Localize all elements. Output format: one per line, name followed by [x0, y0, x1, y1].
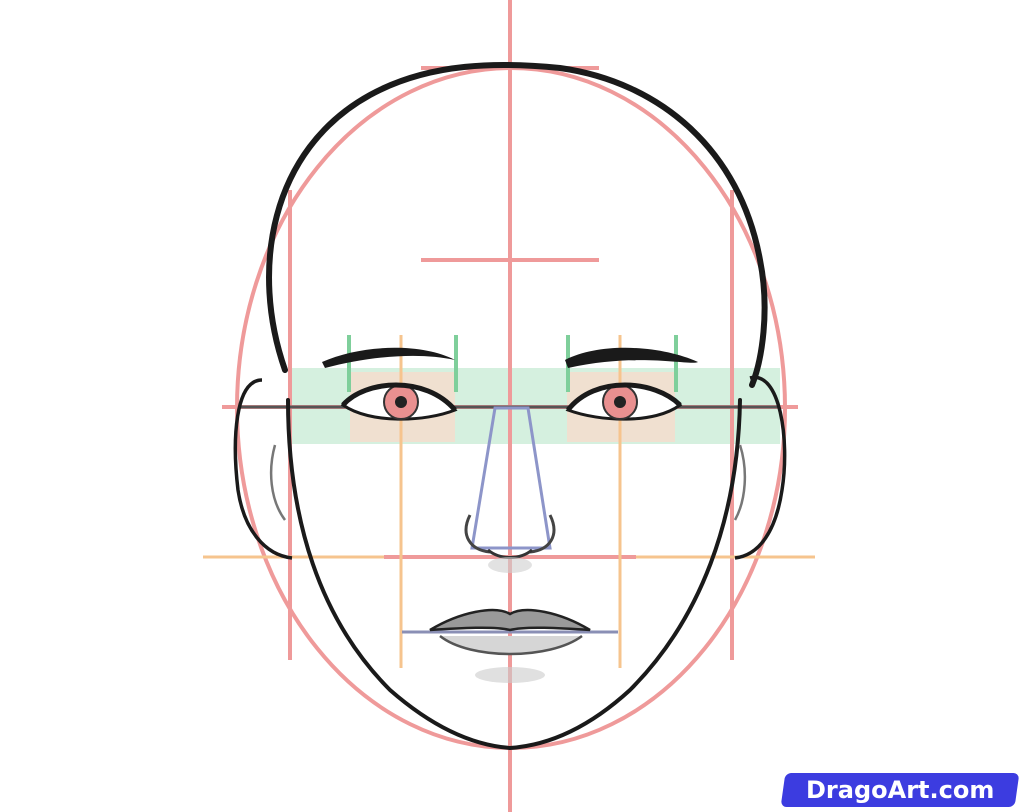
left-eye [340, 382, 458, 421]
watermark-text: DragoArt.com [805, 776, 995, 804]
brow-guides [347, 335, 678, 392]
lips [402, 608, 618, 683]
right-eye [565, 382, 683, 421]
head-outline [266, 61, 768, 751]
dragoart-watermark[interactable]: DragoArt.com [780, 773, 1020, 807]
eyebrows [322, 347, 698, 368]
ears [233, 375, 787, 560]
nose [464, 406, 556, 573]
